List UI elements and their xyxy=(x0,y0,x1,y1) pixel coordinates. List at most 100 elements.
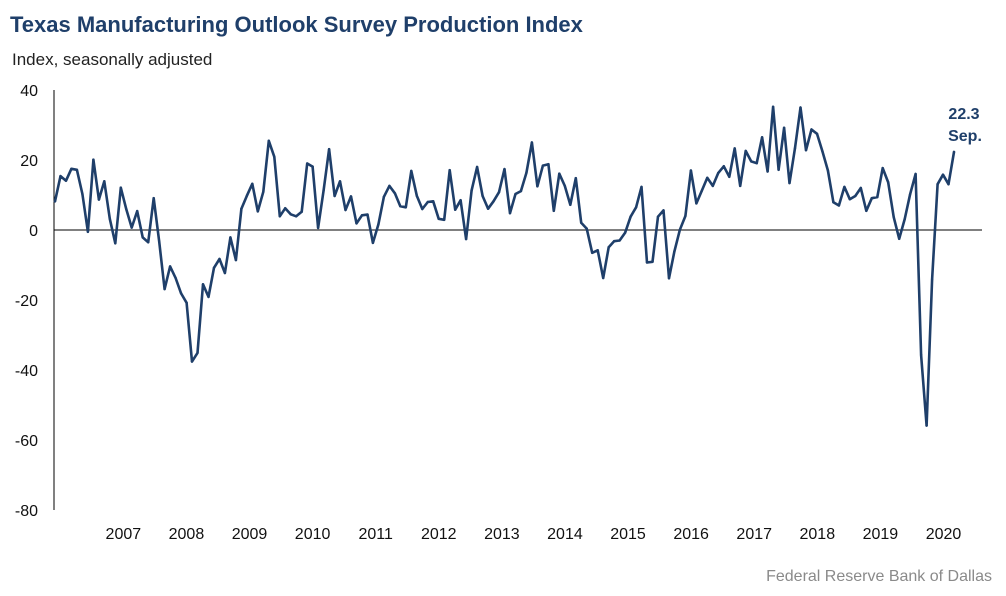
data-point xyxy=(344,208,347,212)
data-point xyxy=(355,222,358,225)
data-point xyxy=(185,301,188,304)
data-point xyxy=(278,215,281,218)
data-point xyxy=(552,209,555,212)
data-point xyxy=(832,201,835,204)
data-point xyxy=(793,146,797,150)
data-point xyxy=(59,174,62,178)
data-point xyxy=(333,194,336,198)
data-point xyxy=(667,277,671,280)
data-point xyxy=(700,189,703,192)
data-point xyxy=(914,172,917,176)
data-point xyxy=(486,207,490,210)
x-tick-label: 2019 xyxy=(863,526,899,543)
data-point xyxy=(919,353,923,357)
x-tick-label: 2007 xyxy=(106,526,142,543)
data-point xyxy=(454,208,457,211)
data-point xyxy=(262,190,265,193)
data-point xyxy=(612,240,616,243)
data-point xyxy=(925,424,928,427)
data-point xyxy=(777,168,780,171)
latest-month-label: Sep. xyxy=(948,128,982,145)
y-tick-label: -40 xyxy=(15,363,38,380)
data-point xyxy=(141,236,144,239)
data-point xyxy=(733,147,736,150)
data-point xyxy=(739,184,742,188)
data-point xyxy=(623,231,627,234)
data-point xyxy=(519,189,523,193)
data-point xyxy=(640,185,643,189)
x-tick-label: 2013 xyxy=(484,526,520,543)
data-point xyxy=(536,185,539,188)
data-point xyxy=(525,171,528,175)
data-point xyxy=(119,186,123,189)
data-point xyxy=(865,209,868,212)
data-point xyxy=(136,209,139,213)
data-point xyxy=(316,226,320,230)
data-point xyxy=(952,150,956,154)
data-point xyxy=(190,360,194,363)
data-point xyxy=(53,200,57,203)
data-point xyxy=(86,230,90,233)
data-point xyxy=(284,207,287,210)
chart-title: Texas Manufacturing Outlook Survey Produ… xyxy=(10,12,583,37)
data-point xyxy=(826,169,830,172)
data-point xyxy=(218,257,221,261)
data-point xyxy=(464,237,468,241)
data-point xyxy=(678,228,682,231)
data-point xyxy=(936,183,939,186)
y-tick-label: -20 xyxy=(15,293,38,310)
data-point xyxy=(750,160,753,163)
data-point xyxy=(541,164,545,167)
production-index-line xyxy=(53,105,956,427)
data-point xyxy=(240,207,243,210)
data-point xyxy=(207,295,210,299)
data-point xyxy=(843,185,846,189)
data-point xyxy=(306,162,309,165)
data-point xyxy=(859,186,862,190)
data-point xyxy=(196,351,199,355)
data-point xyxy=(854,194,857,198)
x-tick-label: 2010 xyxy=(295,526,331,543)
data-point xyxy=(656,215,660,218)
data-point xyxy=(267,139,270,142)
data-point xyxy=(941,173,945,176)
data-point xyxy=(591,251,594,254)
data-point xyxy=(788,181,791,185)
data-point xyxy=(289,213,292,216)
series-points xyxy=(53,105,956,427)
data-point xyxy=(503,167,506,171)
data-point xyxy=(234,258,238,262)
data-point xyxy=(410,169,413,173)
data-point xyxy=(596,249,599,252)
y-tick-label: 0 xyxy=(29,223,38,240)
data-point xyxy=(114,242,117,245)
data-point xyxy=(432,200,435,203)
data-point xyxy=(530,141,534,144)
data-point xyxy=(837,204,841,207)
data-point xyxy=(388,184,391,188)
data-point xyxy=(158,240,161,243)
data-point xyxy=(459,199,462,202)
y-tick-label: 20 xyxy=(20,153,38,170)
data-point xyxy=(470,189,473,192)
data-point xyxy=(947,183,950,186)
data-point xyxy=(930,278,934,281)
data-point xyxy=(870,197,873,200)
data-point xyxy=(366,213,369,216)
data-point xyxy=(645,261,649,264)
data-point xyxy=(81,192,84,196)
data-point xyxy=(97,198,101,201)
data-point xyxy=(717,171,720,175)
data-point xyxy=(399,205,402,208)
data-point xyxy=(728,175,731,178)
data-point xyxy=(404,206,407,209)
data-point xyxy=(437,217,440,220)
data-point xyxy=(152,197,155,200)
data-point xyxy=(903,217,906,221)
x-axis: 2007 2008 2009 2010 2011 2012 2013 2014 2015 2016… xyxy=(106,526,962,543)
data-point xyxy=(722,165,725,168)
data-point xyxy=(497,191,501,194)
data-point xyxy=(558,172,561,175)
data-point xyxy=(103,180,106,183)
data-point xyxy=(421,207,424,211)
